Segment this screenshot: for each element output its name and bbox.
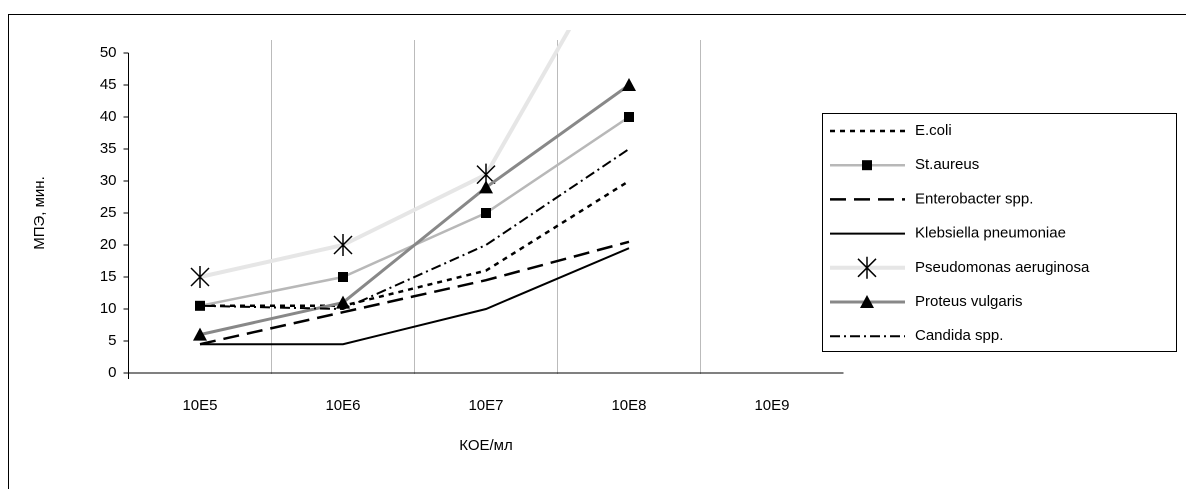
y-tick-label: 40 [100,108,117,125]
y-tick-label: 15 [100,268,117,285]
marker [338,272,348,282]
y-tick-label: 30 [100,172,117,189]
y-tick-label: 45 [100,76,117,93]
y-tick-label: 0 [108,364,116,381]
y-tick-label: 10 [100,300,117,317]
x-tick-label: 10E5 [182,397,217,414]
x-tick-label: 10E7 [468,397,503,414]
y-tick-label: 35 [100,140,117,157]
marker [481,208,491,218]
y-axis-title: МПЭ, мин. [31,176,48,250]
legend-label: St.aureus [915,156,979,173]
plot-area [191,0,701,379]
x-tick-label: 10E9 [754,397,789,414]
legend-label: Klebsiella pneumoniae [915,225,1066,242]
x-tick-label: 10E8 [611,397,646,414]
y-tick-label: 5 [108,332,116,349]
legend-label: Enterobacter spp. [915,190,1033,207]
marker [622,78,636,91]
legend-label: E.coli [915,122,952,139]
legend-label: Pseudomonas aeruginosa [915,259,1090,276]
y-tick-label: 20 [100,236,117,253]
x-axis-title: КОЕ/мл [459,437,512,454]
legend-label: Proteus vulgaris [915,293,1023,310]
y-tick-label: 25 [100,204,117,221]
legend-marker [862,160,872,170]
y-tick-label: 50 [100,44,117,61]
legend-label: Candida spp. [915,327,1003,344]
marker [624,112,634,122]
x-tick-label: 10E6 [325,397,360,414]
